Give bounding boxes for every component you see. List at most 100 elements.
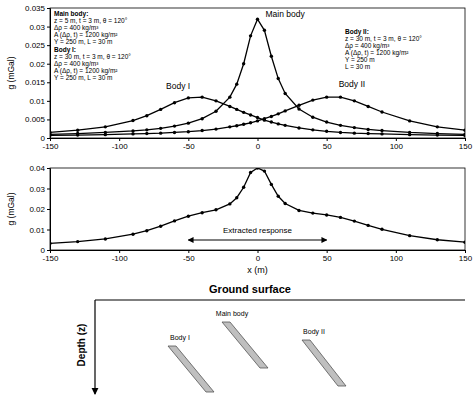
series-point: [235, 82, 238, 85]
series-point: [159, 131, 162, 134]
y-tick-mark: [47, 27, 50, 28]
y-tick-mark: [47, 230, 50, 231]
series-point: [366, 132, 369, 135]
y-tick-mark: [47, 119, 50, 120]
series-point: [297, 126, 300, 129]
series-point: [50, 131, 52, 134]
series-point: [463, 129, 465, 132]
x-tick-label: -50: [183, 254, 195, 263]
parameter-line: Y = 250 m, L = 30 m: [54, 74, 113, 81]
parameter-line: z = 30 m, t = 3 m, θ = 120°: [345, 35, 422, 42]
series-point: [263, 169, 266, 172]
y-tick-mark: [47, 82, 50, 83]
series-point: [242, 186, 245, 189]
series-point: [242, 62, 245, 65]
x-tick: 100: [390, 250, 404, 263]
y-tick: 0.04: [29, 164, 50, 173]
series-line: [50, 19, 465, 134]
y-tick-mark: [47, 209, 50, 210]
y-tick-label: 0.015: [25, 78, 46, 87]
x-axis: -150-100-50050100150: [42, 250, 472, 263]
y-tick: 0.01: [29, 97, 50, 106]
parameter-line: z = 5 m, t = 3 m, θ = 120°: [54, 17, 128, 24]
series-point: [325, 95, 328, 98]
series-point: [145, 114, 148, 117]
series-point: [131, 132, 134, 135]
series-point: [436, 238, 439, 241]
series-point: [187, 214, 190, 217]
series-point: [159, 127, 162, 130]
series-point: [200, 211, 203, 214]
x-tick: 50: [323, 138, 332, 151]
series-point: [270, 55, 273, 58]
y-tick-label: 0.03: [29, 23, 45, 32]
series-point: [104, 237, 107, 240]
parameter-block: Main body:z = 5 m, t = 3 m, θ = 120°Δρ =…: [54, 10, 128, 45]
series-point: [277, 195, 280, 198]
y-tick: 0.03: [29, 23, 50, 32]
x-tick-mark: [258, 250, 259, 253]
y-tick: 0.025: [25, 41, 50, 50]
x-tick: -50: [183, 250, 195, 263]
series-point: [145, 229, 148, 232]
x-tick: -50: [183, 138, 195, 151]
series-point: [408, 119, 411, 122]
x-tick-mark: [119, 138, 120, 141]
y-tick-mark: [47, 8, 50, 9]
series-point: [297, 104, 300, 107]
series-point: [76, 129, 79, 132]
x-tick-mark: [396, 250, 397, 253]
plot-marks: [50, 168, 465, 245]
series-point: [145, 132, 148, 135]
x-tick-label: 0: [256, 254, 261, 263]
x-tick-label: 100: [390, 142, 404, 151]
x-tick-label: 0: [256, 142, 261, 151]
x-tick: 50: [323, 250, 332, 263]
series-point: [228, 125, 231, 128]
series-point: [76, 240, 79, 243]
y-tick-label: 0.01: [29, 226, 45, 235]
series-point: [187, 130, 190, 133]
y-axis: 00.010.020.030.04: [29, 164, 50, 255]
series-point: [325, 130, 328, 133]
x-tick: 150: [459, 250, 473, 263]
series-point: [235, 124, 238, 127]
y-tick-label: 0.02: [29, 60, 45, 69]
series-line: [50, 97, 465, 135]
x-tick: 0: [256, 250, 261, 263]
series-point: [187, 96, 190, 99]
series-point: [131, 233, 134, 236]
y-tick-mark: [47, 64, 50, 65]
x-tick-mark: [465, 138, 466, 141]
figure: -150-100-5005010015000.0050.010.0150.020…: [0, 0, 475, 401]
surface-label: Ground surface: [209, 283, 291, 295]
series-point: [366, 128, 369, 131]
curve-labels: Main bodyBody IBody II: [166, 9, 365, 91]
series-point: [256, 168, 259, 170]
series-point: [256, 119, 259, 122]
series-point: [283, 92, 286, 95]
y-tick-mark: [47, 250, 50, 251]
series-point: [263, 117, 266, 120]
series-point: [228, 95, 231, 98]
series-point: [311, 98, 314, 101]
x-tick-mark: [119, 250, 120, 253]
series-point: [235, 108, 238, 111]
series-point: [297, 107, 300, 110]
y-tick-mark: [47, 101, 50, 102]
y-tick: 0: [41, 134, 50, 143]
x-tick-label: -50: [183, 142, 195, 151]
series-line: [50, 168, 465, 243]
x-tick-mark: [188, 250, 189, 253]
series-point: [249, 171, 252, 174]
chart-panel: -150-100-5005010015000.0050.010.0150.020…: [6, 4, 472, 151]
series-line: [50, 97, 465, 135]
x-tick-mark: [258, 138, 259, 141]
series-point: [311, 116, 314, 119]
series-point: [249, 34, 252, 37]
x-tick-mark: [396, 138, 397, 141]
series-point: [325, 213, 328, 216]
depth-label: Depth (z): [76, 324, 87, 367]
annotation-text: Extracted response: [223, 226, 292, 235]
x-tick-mark: [327, 138, 328, 141]
